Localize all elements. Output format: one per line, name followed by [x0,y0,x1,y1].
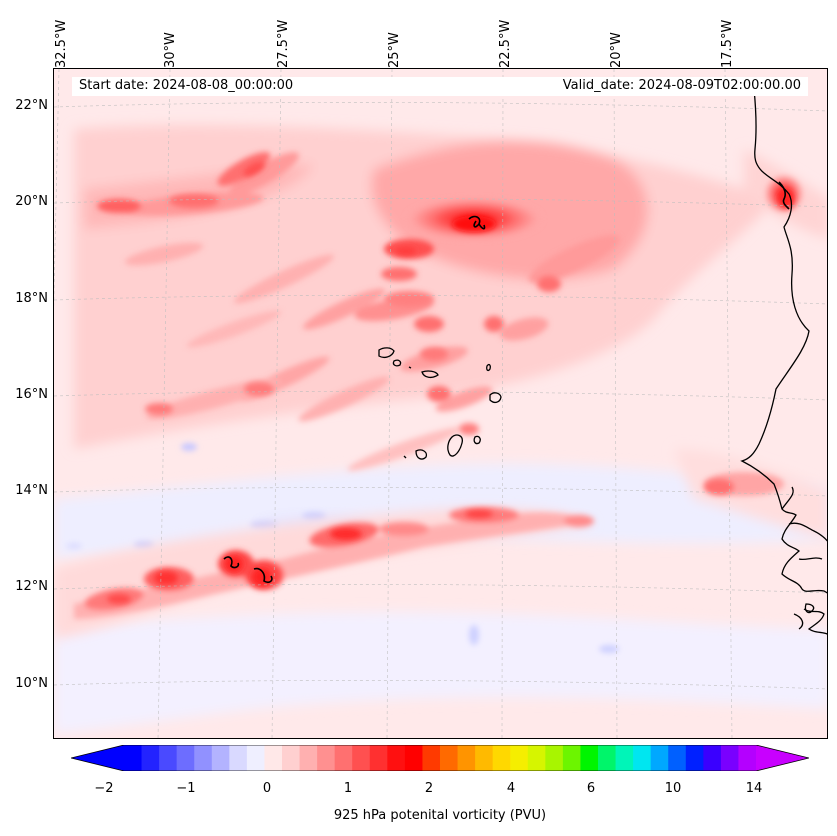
colorbar-segment [124,745,143,771]
pv-field-svg [54,69,827,738]
info-bar: Start date: 2024-08-08_00:00:00 Valid_da… [72,77,808,96]
southern-band-cores [107,510,493,604]
coast-outlines-hotspots [223,181,790,583]
pv-streaks [124,152,784,496]
colorbar-segment [299,745,318,771]
lat-label-16n: 16°N [15,387,48,402]
colorbar-segment [422,745,441,771]
start-date-label: Start date: 2024-08-08_00:00:00 [79,78,294,93]
colorbar-tick: −2 [94,781,114,796]
colorbar-tick: −1 [176,781,196,796]
colorbar-segment [352,745,371,771]
colorbar-segment [440,745,459,771]
colorbar-segment [141,745,160,771]
colorbar-segment [545,745,564,771]
lat-label-14n: 14°N [15,483,48,498]
colorbar-tick: 6 [586,781,596,796]
lat-label-20n: 20°N [15,194,48,209]
lon-label-20w: 20°W [609,32,624,68]
colorbar-segment [720,745,739,771]
gridlines [54,69,827,738]
colorbar-segment [282,745,301,771]
west-africa-coast [740,88,827,594]
lat-label-10n: 10°N [15,676,48,691]
pv-map: Start date: 2024-08-08_00:00:00 Valid_da… [53,68,828,739]
colorbar-segment [387,745,406,771]
lon-label-30w: 30°W [163,32,178,68]
colorbar-segment [475,745,494,771]
lon-label-27-5w: 27.5°W [276,19,291,68]
colorbar-segment [211,745,230,771]
colorbar-tick: 14 [745,781,763,796]
colorbar-segment [404,745,423,771]
colorbar-tick: 10 [664,781,682,796]
colorbar-min-extend [71,745,124,771]
lon-label-32-5w: 32.5°W [54,19,69,68]
colorbar-tick: 2 [424,781,434,796]
colorbar-segment [176,745,195,771]
colorbar-segment [633,745,652,771]
lat-label-22n: 22°N [15,98,48,113]
colorbar-segment [615,745,634,771]
colorbar-segment [334,745,353,771]
colorbar-segment [159,745,178,771]
colorbar-segment [738,745,757,771]
colorbar-tick: 4 [506,781,516,796]
colorbar-segment [369,745,388,771]
lat-label-18n: 18°N [15,291,48,306]
valid-date-label: Valid_date: 2024-08-09T02:00:00.00 [562,78,801,93]
colorbar-segment [668,745,687,771]
colorbar-segment [317,745,336,771]
colorbar-segment [194,745,213,771]
colorbar-segment [457,745,476,771]
colorbar-segment [527,745,546,771]
lat-label-12n: 12°N [15,579,48,594]
lon-label-22-5w: 22.5°W [498,19,513,68]
colorbar-segment [598,745,617,771]
lon-label-25w: 25°W [387,32,402,68]
colorbar-segment [650,745,669,771]
cape-verde-islands [378,347,502,460]
colorbar-tick: 0 [262,781,272,796]
colorbar [71,745,809,771]
colorbar-label: 925 hPa potenital vorticity (PVU) [333,808,547,823]
colorbar-segment [264,745,283,771]
coastline [740,88,827,635]
colorbar-segment [580,745,599,771]
colorbar-segment [562,745,581,771]
colorbar-segment [246,745,265,771]
colorbar-segment [229,745,248,771]
colorbar-tick: 1 [343,781,353,796]
colorbar-segment [492,745,511,771]
colorbar-max-extend [756,745,809,771]
colorbar-segment [510,745,529,771]
colorbar-segment [703,745,722,771]
colorbar-segment [685,745,704,771]
lon-label-17-5w: 17.5°W [720,19,735,68]
